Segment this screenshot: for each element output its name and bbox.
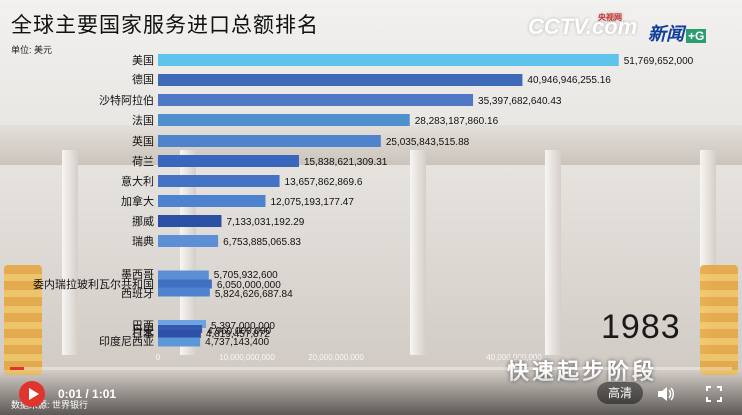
news-logo-text: 新闻: [648, 24, 684, 44]
progress-bar[interactable]: [10, 367, 732, 370]
bar: [158, 114, 410, 126]
fullscreen-icon[interactable]: [706, 386, 722, 402]
play-icon[interactable]: [19, 381, 45, 407]
value-label: 28,283,187,860.16: [415, 116, 499, 127]
value-label: 5,824,626,687.84: [215, 289, 293, 300]
value-label: 5,397,000,000: [211, 321, 275, 332]
category-label: 巴西: [132, 320, 154, 332]
value-label: 7,133,031,192.29: [226, 217, 304, 228]
background-lantern: [700, 265, 738, 375]
bar: [158, 337, 201, 347]
background-column: [545, 150, 561, 355]
value-label: 51,769,652,000: [624, 56, 694, 67]
data-source: 数据来源: 世界银行: [11, 400, 89, 410]
category-label: 印度尼西亚: [99, 334, 154, 348]
volume-icon[interactable]: [657, 387, 675, 401]
bar: [158, 235, 219, 247]
category-label: 英国: [132, 134, 154, 148]
category-label: 美国: [132, 54, 154, 67]
bar: [158, 74, 523, 86]
category-label: 法国: [132, 113, 154, 127]
category-label: 瑞典: [132, 234, 154, 248]
bar: [158, 279, 212, 289]
background-column: [410, 150, 426, 355]
category-label: 日本: [132, 326, 154, 340]
bar: [158, 175, 280, 187]
value-label: 40,946,946,255.16: [527, 75, 611, 86]
cctv-logo: CCTV.com 央视网: [528, 13, 638, 40]
value-label: 6,050,000,000: [217, 280, 281, 291]
category-label: 丹麦: [132, 324, 154, 337]
chart-title: 全球主要国家服务进口总额排名: [11, 14, 319, 37]
value-label: 12,075,193,177.47: [270, 197, 354, 208]
x-tick-label: 20,000,000,000: [308, 353, 364, 362]
bar: [158, 135, 381, 147]
unit-label: 单位: 美元: [11, 45, 53, 55]
category-label: 加拿大: [121, 194, 154, 208]
value-label: 4,819,457,872: [206, 329, 270, 340]
bar: [158, 320, 207, 328]
bar: [158, 330, 201, 338]
background-column: [62, 150, 78, 355]
category-label: 德国: [132, 72, 154, 86]
x-tick-label: 40,000,000,000: [486, 353, 542, 362]
bar: [158, 94, 474, 106]
category-label: 西班牙: [121, 287, 154, 300]
news-logo: 新闻 +G: [648, 20, 707, 46]
quality-button[interactable]: 高清: [597, 382, 643, 404]
value-label: 6,753,885,065.83: [223, 237, 301, 248]
progress-fill: [10, 367, 25, 370]
value-label: 35,397,682,640.43: [478, 96, 562, 107]
category-label: 荷兰: [132, 155, 154, 168]
value-label: 4,960,000,000: [207, 326, 271, 337]
value-label: 25,035,843,515.88: [386, 137, 470, 148]
bar: [158, 54, 619, 66]
news-logo-plus: +G: [686, 29, 707, 43]
category-label: 墨西哥: [121, 268, 154, 281]
x-tick-label: 10,000,000,000: [219, 353, 275, 362]
bar: [158, 155, 299, 167]
category-label: 挪威: [132, 214, 154, 228]
bar: [158, 325, 203, 333]
value-label: 4,737,143,400: [205, 337, 269, 348]
cctv-logo-sub: 央视网: [598, 13, 622, 22]
bar: [158, 215, 222, 227]
bar: [158, 287, 210, 297]
cctv-logo-text: CCTV.com: [528, 14, 638, 39]
bar: [158, 195, 266, 207]
category-label: 沙特阿拉伯: [99, 93, 154, 107]
year-label: 1983: [601, 308, 681, 346]
bar: [158, 270, 209, 280]
player-controls: [0, 371, 742, 415]
time-display: 0:01 / 1:01: [58, 387, 117, 401]
x-tick-label: 0: [156, 353, 161, 362]
value-label: 15,838,621,309.31: [304, 157, 388, 168]
background-lantern: [4, 265, 42, 375]
category-label: 意大利: [121, 174, 154, 188]
category-label: 委内瑞拉玻利瓦尔共和国: [33, 277, 154, 291]
value-label: 13,657,862,869.6: [285, 177, 363, 188]
value-label: 5,705,932,600: [214, 270, 278, 281]
